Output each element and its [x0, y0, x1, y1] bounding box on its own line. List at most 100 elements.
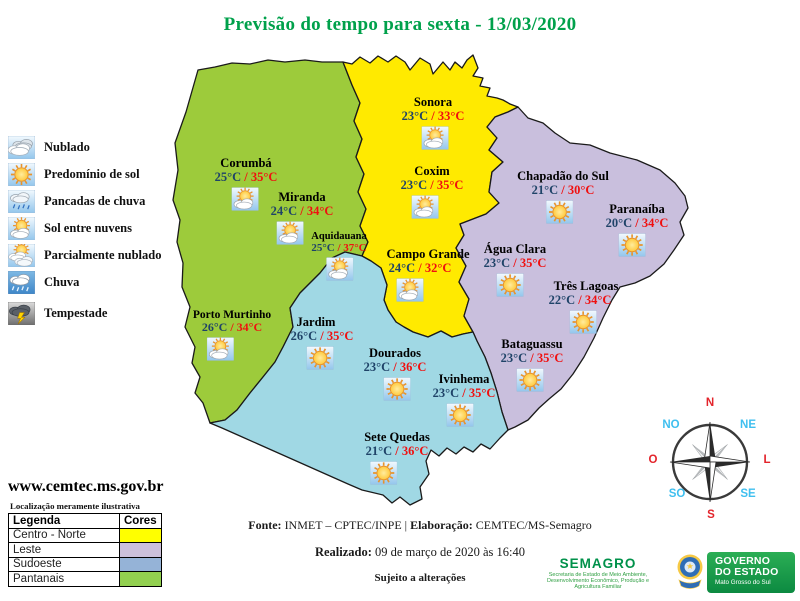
- city-name: Dourados: [368, 346, 422, 360]
- weather-legend-item-pancadas-de-chuva: Pancadas de chuva: [8, 190, 161, 213]
- issued-value: 09 de março de 2020 às 16:40: [371, 545, 526, 559]
- weather-sol-icon: [569, 310, 596, 334]
- source-value: INMET – CPTEC/INPE |: [281, 518, 411, 532]
- min-temperature: 26°C: [201, 320, 228, 334]
- compass-label-se: SE: [740, 488, 756, 500]
- temperature-separator: /: [227, 320, 237, 334]
- min-temperature: 23°C: [363, 360, 391, 374]
- weather-solnuvens-icon: [326, 257, 353, 281]
- city-marker-tres-lagoas: Três Lagoas 22°C / 34°C: [549, 279, 619, 334]
- website-url[interactable]: www.cemtec.ms.gov.br: [8, 478, 164, 495]
- issued-line: Realizado: 09 de março de 2020 às 16:40: [145, 546, 695, 559]
- region-sudoeste: [209, 251, 509, 506]
- weather-sol-icon: [371, 461, 398, 485]
- max-temperature: 34°C: [641, 216, 669, 230]
- city-name: Campo Grande: [386, 247, 470, 261]
- temperature-separator: /: [317, 329, 327, 343]
- colors-column-header: Cores: [119, 513, 162, 529]
- weather-pancadas-icon: [8, 190, 35, 213]
- weather-legend-item-chuva: Chuva: [8, 271, 161, 294]
- city-marker-sete-quedas: Sete Quedas 21°C / 36°C: [364, 431, 430, 485]
- temperature-separator: /: [241, 170, 251, 184]
- city-temperatures: 23°C / 35°C: [484, 256, 547, 270]
- compass-label-o: O: [648, 454, 658, 466]
- max-temperature: 37°C: [343, 242, 367, 254]
- city-name: Aquidauana: [311, 231, 367, 242]
- weather-sol-icon: [516, 368, 543, 392]
- city-temperatures: 21°C / 36°C: [364, 444, 430, 458]
- governo-logo-line2: DO ESTADO: [715, 566, 779, 578]
- city-temperatures: 22°C / 34°C: [548, 293, 613, 307]
- city-marker-miranda: Miranda 24°C / 34°C: [270, 191, 333, 245]
- compass-rose: [669, 421, 751, 503]
- legend-table-row-sudoeste: Sudoeste: [8, 556, 162, 572]
- city-temperatures: 25°C / 37°C: [311, 242, 366, 254]
- weather-solnuvens-icon: [411, 195, 438, 219]
- city-marker-porto-murtinho: Porto Murtinho 26°C / 34°C: [193, 309, 271, 361]
- city-name: Sete Quedas: [364, 430, 430, 444]
- city-temperatures: 24°C / 32°C: [379, 261, 462, 275]
- min-temperature: 24°C: [270, 204, 298, 218]
- issued-label: Realizado:: [314, 545, 372, 559]
- weather-legend-label: Tempestade: [44, 306, 108, 320]
- min-temperature: 23°C: [483, 256, 511, 270]
- region-name: Sudoeste: [8, 556, 120, 572]
- city-temperatures: 26°C / 35°C: [291, 329, 354, 343]
- temperature-separator: /: [510, 256, 520, 270]
- legend-table-row-centro-norte: Centro - Norte: [8, 527, 162, 543]
- city-temperatures: 23°C / 33°C: [402, 109, 465, 123]
- city-name: Sonora: [413, 95, 453, 109]
- weather-tempestade-icon: [8, 302, 35, 325]
- semagro-logo: SEMAGRO Secretaria de Estado de Meio Amb…: [538, 557, 658, 591]
- city-name: Três Lagoas: [553, 279, 619, 293]
- city-temperatures: 23°C / 35°C: [433, 386, 496, 400]
- temperature-separator: /: [527, 351, 537, 365]
- temperature-separator: /: [415, 261, 425, 275]
- elaboration-value: CEMTEC/MS-Semagro: [472, 518, 592, 532]
- city-marker-corumba: Corumbá 25°C / 35°C: [215, 157, 277, 211]
- source-line: Fonte: INMET – CPTEC/INPE | Elaboração: …: [145, 519, 695, 532]
- weather-legend-item-nublado: Nublado: [8, 136, 161, 159]
- legend-table-header-row: Legenda Cores: [8, 513, 162, 529]
- region-color-swatch: [119, 571, 162, 587]
- min-temperature: 23°C: [432, 386, 460, 400]
- city-marker-bataguassu: Bataguassu 23°C / 35°C: [500, 338, 563, 392]
- weather-solnuvens-icon: [421, 126, 448, 150]
- weather-legend-label: Nublado: [44, 140, 90, 154]
- region-name: Leste: [8, 542, 120, 558]
- governo-do-estado-logo: GOVERNO DO ESTADO Mato Grosso do Sul: [707, 552, 795, 593]
- temperature-separator: /: [459, 386, 469, 400]
- min-temperature: 25°C: [311, 242, 335, 254]
- footer-credits: Fonte: INMET – CPTEC/INPE | Elaboração: …: [145, 519, 695, 585]
- weather-solnuvens-icon: [8, 217, 35, 240]
- weather-sol-icon: [383, 377, 410, 401]
- weather-legend-label: Chuva: [44, 275, 80, 289]
- city-name: Jardim: [296, 315, 336, 329]
- weather-legend-item-parcialmente-nublado: Parcialmente nublado: [8, 244, 161, 267]
- city-marker-coxim: Coxim 23°C / 35°C: [400, 165, 463, 219]
- weather-sol-icon: [446, 403, 473, 427]
- semagro-logo-subtitle: Secretaria de Estado de Meio Ambiente, D…: [546, 572, 650, 590]
- min-temperature: 23°C: [500, 351, 528, 365]
- min-temperature: 23°C: [400, 178, 428, 192]
- min-temperature: 21°C: [365, 444, 393, 458]
- city-temperatures: 26°C / 34°C: [193, 321, 271, 334]
- city-name: Chapadão do Sul: [517, 169, 609, 183]
- city-name: Porto Murtinho: [192, 309, 272, 321]
- max-temperature: 32°C: [424, 261, 452, 275]
- city-marker-paranaiba: Paranaíba 20°C / 34°C: [606, 203, 669, 257]
- source-label: Fonte:: [248, 518, 282, 532]
- temperature-separator: /: [428, 109, 438, 123]
- compass-label-l: L: [763, 454, 771, 466]
- city-marker-sonora: Sonora 23°C / 33°C: [402, 95, 465, 150]
- max-temperature: 33°C: [437, 109, 465, 123]
- min-temperature: 21°C: [531, 183, 559, 197]
- weather-legend-item-sol-entre-nuvens: Sol entre nuvens: [8, 217, 161, 240]
- city-temperatures: 20°C / 34°C: [606, 216, 669, 230]
- weather-solnuvens-icon: [397, 278, 424, 302]
- temperature-separator: /: [334, 242, 344, 254]
- region-name: Pantanais: [8, 571, 120, 587]
- weather-legend-item-predominio-de-sol: Predomínio de sol: [8, 163, 161, 186]
- city-name: Água Clara: [483, 242, 547, 256]
